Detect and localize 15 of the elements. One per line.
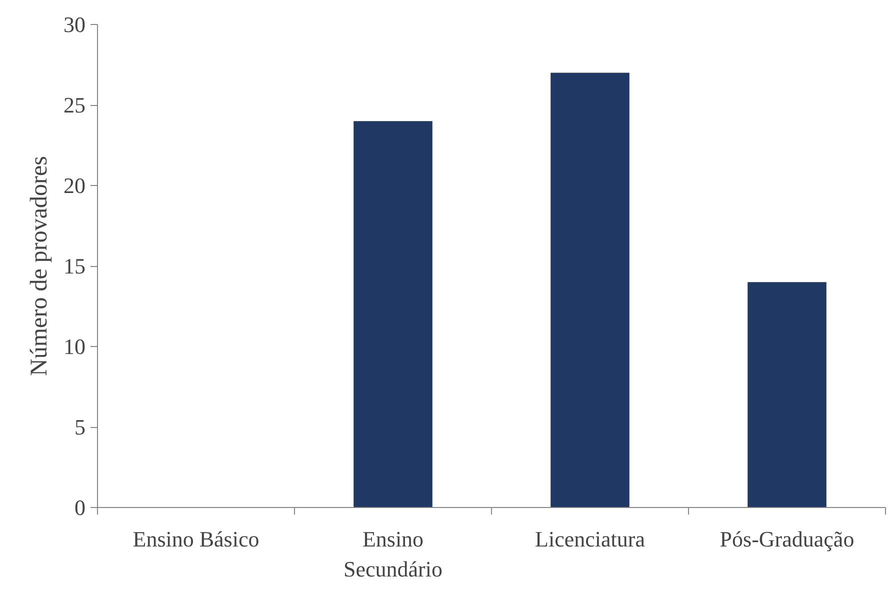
- y-tick-label: 5: [74, 414, 86, 440]
- y-tick-label: 25: [64, 92, 86, 118]
- y-tick-label: 10: [64, 334, 86, 359]
- x-tick-label: Ensino Básico: [132, 526, 260, 552]
- bar: [748, 282, 826, 508]
- x-tick-label: Pós-Graduação: [720, 526, 854, 552]
- y-tick-label: 30: [64, 12, 86, 37]
- y-tick-label: 20: [64, 173, 86, 198]
- y-tick-label: 15: [64, 254, 86, 278]
- x-tick-label: Licenciatura: [535, 526, 646, 552]
- bar: [550, 72, 630, 508]
- x-tick-label: Ensino Secundário: [344, 526, 442, 582]
- y-tick-label: 0: [74, 495, 86, 520]
- y-axis-title: Número de provadores: [26, 156, 52, 376]
- bar: [354, 121, 432, 508]
